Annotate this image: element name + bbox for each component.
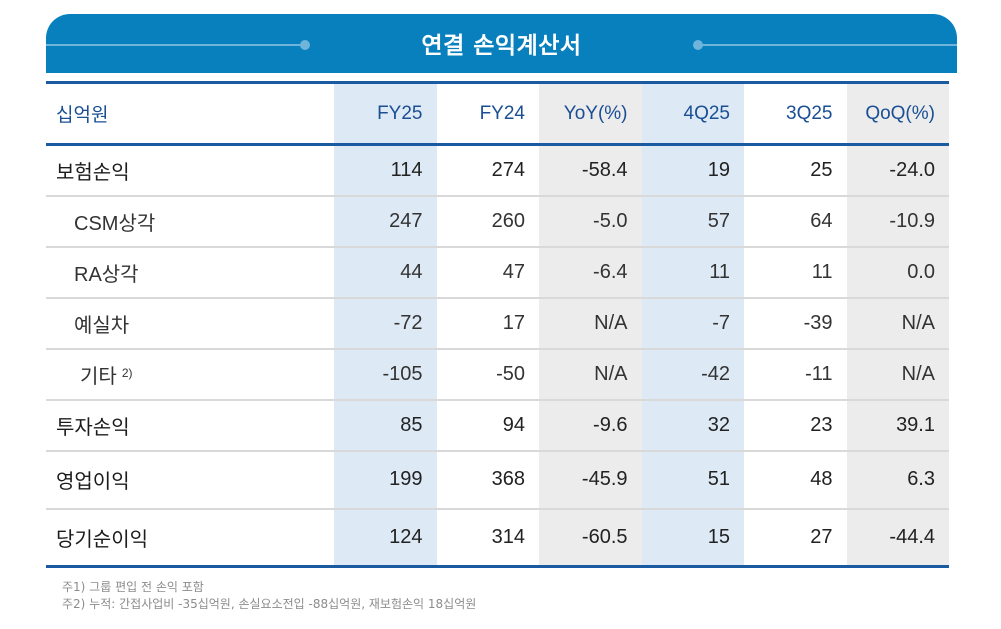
cell-qoq: -44.4 (846, 508, 949, 567)
cell-3q25: -11 (744, 348, 847, 400)
page-title: 연결 손익계산서 (421, 33, 582, 59)
banner-decor-dot-left (300, 40, 310, 50)
cell-4q25: 51 (641, 450, 744, 509)
unit-label: 십억원 (56, 105, 109, 126)
table-row-operating-profit: 영업이익 199 368 -45.9 51 48 6.3 (46, 450, 949, 509)
cell-fy24: 368 (436, 450, 539, 509)
cell-3q25: 25 (744, 144, 847, 196)
column-header-fy24: FY24 (436, 82, 539, 145)
column-header-qoq: QoQ(%) (846, 82, 949, 145)
cell-4q25: 32 (641, 399, 744, 451)
row-label: 영업이익 (56, 471, 130, 493)
table-row-experience-variance: 예실차 -72 17 N/A -7 -39 N/A (46, 297, 949, 349)
footnote-2: 주2) 누적: 간접사업비 -35십억원, 손실요소전입 -88십억원, 재보험… (62, 597, 477, 611)
cell-fy25: 199 (334, 450, 437, 509)
banner-decor-line-right (698, 44, 957, 46)
table-row-csm-amortization: CSM상각 247 260 -5.0 57 64 -10.9 (46, 195, 949, 247)
cell-yoy: N/A (539, 297, 642, 349)
cell-qoq: 6.3 (846, 450, 949, 509)
cell-fy25: 247 (334, 195, 437, 247)
cell-4q25: 15 (641, 508, 744, 567)
column-header-fy25: FY25 (334, 82, 437, 145)
cell-fy25: 124 (334, 508, 437, 567)
cell-4q25: -42 (641, 348, 744, 400)
cell-qoq: -24.0 (846, 144, 949, 196)
cell-yoy: -6.4 (539, 246, 642, 298)
table-row-ra-amortization: RA상각 44 47 -6.4 11 11 0.0 (46, 246, 949, 298)
banner-decor-line-left (46, 44, 304, 46)
cell-fy24: 260 (436, 195, 539, 247)
title-banner: 연결 손익계산서 (46, 14, 957, 73)
cell-fy25: 85 (334, 399, 437, 451)
row-label: 당기순이익 (56, 528, 148, 551)
cell-qoq: -10.9 (846, 195, 949, 247)
row-label: 기타 2) (46, 349, 334, 400)
cell-yoy: -60.5 (539, 508, 642, 567)
cell-fy25: 114 (334, 144, 437, 196)
row-label: CSM상각 (74, 212, 156, 235)
cell-3q25: 11 (744, 246, 847, 298)
row-label: 투자손익 (56, 416, 130, 439)
row-label: 보험손익 (56, 161, 130, 184)
row-label: RA상각 (74, 263, 139, 286)
cell-fy25: 44 (334, 246, 437, 298)
footnote-marker: 2) (121, 365, 133, 380)
cell-3q25: -39 (744, 297, 847, 349)
cell-fy24: 94 (436, 399, 539, 451)
cell-4q25: -7 (641, 297, 744, 349)
column-header-yoy: YoY(%) (539, 82, 642, 145)
column-header-4q25: 4Q25 (641, 82, 744, 145)
cell-qoq: N/A (846, 348, 949, 400)
table-row-insurance-profit: 보험손익 114 274 -58.4 19 25 -24.0 (46, 144, 949, 196)
row-label: 예실차 (74, 314, 130, 337)
footnotes: 주1) 그룹 편입 전 손익 포함 주2) 누적: 간접사업비 -35십억원, … (62, 579, 476, 613)
table-row-net-income: 당기순이익 124 314 -60.5 15 27 -44.4 (46, 508, 949, 567)
income-statement-table-container: 십억원 FY25 FY24 YoY(%) 4Q25 3Q25 QoQ(%) 보험… (46, 81, 949, 568)
cell-fy24: 47 (436, 246, 539, 298)
cell-yoy: -45.9 (539, 450, 642, 509)
cell-4q25: 19 (641, 144, 744, 196)
table-row-other: 기타 2) -105 -50 N/A -42 -11 N/A (46, 348, 949, 400)
cell-yoy: -5.0 (539, 195, 642, 247)
cell-3q25: 64 (744, 195, 847, 247)
cell-yoy: N/A (539, 348, 642, 400)
cell-3q25: 27 (744, 508, 847, 567)
income-statement-table: 십억원 FY25 FY24 YoY(%) 4Q25 3Q25 QoQ(%) 보험… (46, 81, 949, 568)
table-header-row: 십억원 FY25 FY24 YoY(%) 4Q25 3Q25 QoQ(%) (46, 82, 949, 145)
cell-yoy: -9.6 (539, 399, 642, 451)
cell-fy25: -72 (334, 297, 437, 349)
cell-qoq: 0.0 (846, 246, 949, 298)
column-header-3q25: 3Q25 (744, 82, 847, 145)
cell-qoq: 39.1 (846, 399, 949, 451)
cell-fy25: -105 (334, 348, 437, 400)
cell-fy24: 17 (436, 297, 539, 349)
cell-fy24: -50 (436, 348, 539, 400)
cell-3q25: 23 (744, 399, 847, 451)
row-label-text: 기타 (80, 365, 117, 388)
cell-fy24: 314 (436, 508, 539, 567)
footnote-1: 주1) 그룹 편입 전 손익 포함 (62, 580, 204, 594)
cell-fy24: 274 (436, 144, 539, 196)
cell-yoy: -58.4 (539, 144, 642, 196)
cell-4q25: 57 (641, 195, 744, 247)
cell-3q25: 48 (744, 450, 847, 509)
cell-4q25: 11 (641, 246, 744, 298)
table-row-investment-profit: 투자손익 85 94 -9.6 32 23 39.1 (46, 399, 949, 451)
cell-qoq: N/A (846, 297, 949, 349)
